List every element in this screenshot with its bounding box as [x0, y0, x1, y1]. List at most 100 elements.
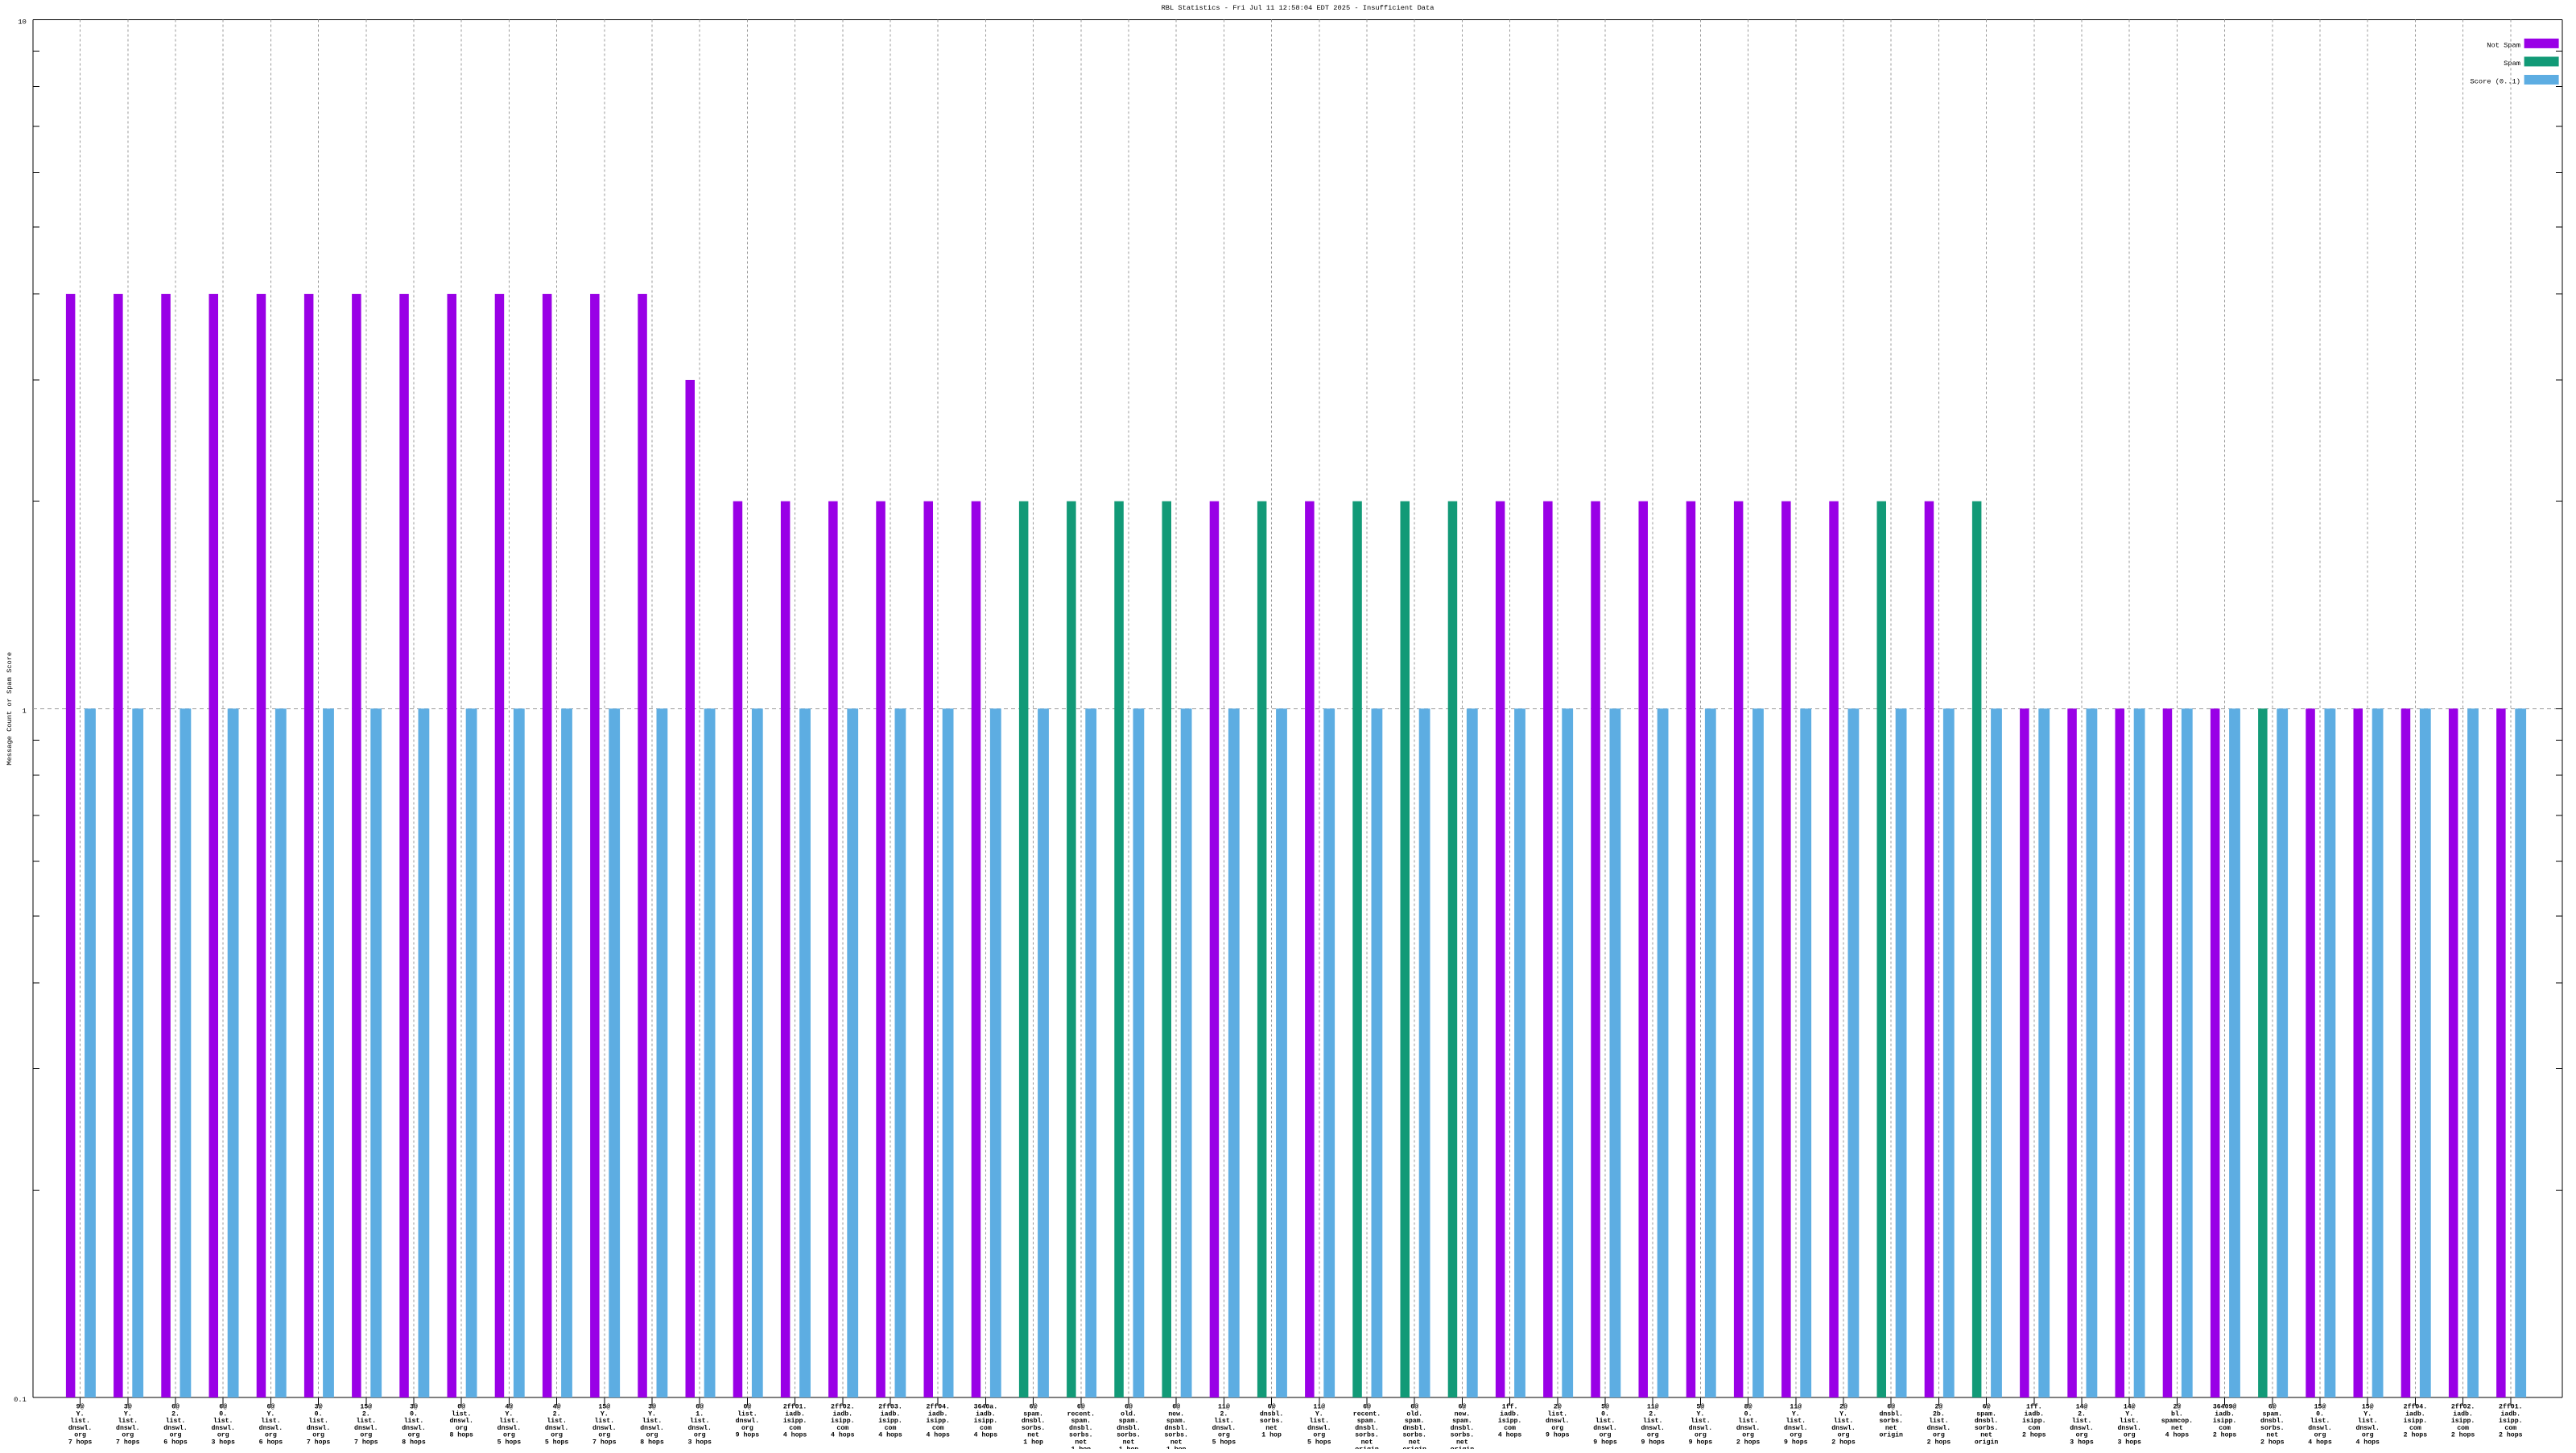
svg-text:spam.: spam.: [1357, 1418, 1377, 1425]
svg-text:Y.: Y.: [1792, 1410, 1800, 1418]
svg-text:com: com: [789, 1425, 801, 1432]
svg-text:org: org: [1218, 1432, 1230, 1439]
svg-text:dnswl.: dnswl.: [640, 1424, 663, 1432]
svg-text:com: com: [2028, 1425, 2040, 1432]
svg-text:dnswl.: dnswl.: [736, 1417, 759, 1425]
svg-text:list.: list.: [1310, 1417, 1330, 1425]
svg-text:org: org: [408, 1432, 420, 1439]
svg-text:spam.: spam.: [1452, 1418, 1472, 1425]
svg-text:org: org: [456, 1425, 468, 1432]
svg-text:list.: list.: [737, 1410, 758, 1418]
svg-text:sorbs.: sorbs.: [2260, 1424, 2284, 1432]
svg-text:dnsbl.: dnsbl.: [1117, 1424, 1140, 1432]
svg-text:Y.: Y.: [601, 1410, 609, 1418]
svg-text:3 hops: 3 hops: [687, 1439, 712, 1447]
svg-text:2 hops: 2 hops: [2213, 1431, 2237, 1439]
svg-text:9 hops: 9 hops: [1641, 1439, 1665, 1447]
svg-text:org: org: [1838, 1432, 1850, 1439]
svg-text:6@: 6@: [2268, 1403, 2277, 1411]
svg-text:list.: list.: [308, 1417, 328, 1425]
svg-text:4 hops: 4 hops: [2308, 1439, 2332, 1447]
svg-text:org: org: [1933, 1432, 1945, 1439]
svg-text:com: com: [2219, 1425, 2231, 1432]
svg-text:dnsbl.: dnsbl.: [1975, 1417, 1998, 1425]
svg-text:new.: new.: [1168, 1410, 1184, 1418]
svg-text:spam.: spam.: [2263, 1410, 2283, 1418]
svg-text:2ff02.: 2ff02.: [2451, 1403, 2475, 1411]
svg-text:sorbs.: sorbs.: [1451, 1431, 1474, 1439]
svg-text:org: org: [1695, 1432, 1707, 1439]
svg-text:9 hops: 9 hops: [1546, 1431, 1570, 1439]
svg-text:sorbs.: sorbs.: [1879, 1417, 1902, 1425]
svg-text:2ff01.: 2ff01.: [2499, 1403, 2522, 1411]
svg-text:8 hops: 8 hops: [449, 1431, 473, 1439]
svg-text:net: net: [1980, 1432, 1992, 1439]
svg-text:dnswl.: dnswl.: [402, 1424, 425, 1432]
svg-text:net: net: [1361, 1439, 1373, 1447]
svg-text:isipp.: isipp.: [2022, 1417, 2046, 1425]
svg-text:dnsbl.: dnsbl.: [1069, 1424, 1092, 1432]
svg-text:dnswl.: dnswl.: [2355, 1424, 2379, 1432]
svg-text:net: net: [1456, 1439, 1468, 1447]
svg-text:3@: 3@: [648, 1403, 656, 1411]
svg-text:2ff01.: 2ff01.: [783, 1403, 807, 1411]
svg-text:isipp.: isipp.: [2451, 1417, 2475, 1425]
svg-text:dnswl.: dnswl.: [2117, 1424, 2140, 1432]
svg-text:4@: 4@: [505, 1403, 513, 1411]
svg-text:6@: 6@: [219, 1403, 227, 1411]
svg-text:2 hops: 2 hops: [2451, 1431, 2475, 1439]
svg-text:isipp.: isipp.: [926, 1417, 949, 1425]
svg-text:6@: 6@: [1077, 1403, 1085, 1411]
svg-text:4 hops: 4 hops: [831, 1431, 855, 1439]
svg-text:iadb.: iadb.: [785, 1410, 805, 1418]
svg-text:3@: 3@: [124, 1403, 132, 1411]
svg-text:2@: 2@: [1934, 1403, 1942, 1411]
svg-text:1: 1: [23, 707, 27, 715]
svg-text:com: com: [1504, 1425, 1516, 1432]
svg-text:Y.: Y.: [124, 1410, 132, 1418]
svg-text:0.1: 0.1: [14, 1396, 27, 1404]
svg-text:2 hops: 2 hops: [2404, 1431, 2428, 1439]
svg-text:sorbs.: sorbs.: [1022, 1424, 1045, 1432]
svg-text:dnswl.: dnswl.: [1641, 1424, 1664, 1432]
svg-text:old.: old.: [1121, 1410, 1137, 1418]
svg-text:9 hops: 9 hops: [736, 1431, 760, 1439]
svg-text:dnswl.: dnswl.: [2308, 1424, 2331, 1432]
svg-text:4 hops: 4 hops: [2355, 1439, 2380, 1447]
svg-text:net: net: [1170, 1439, 1183, 1447]
svg-text:org: org: [122, 1432, 134, 1439]
svg-text:spam.: spam.: [1405, 1418, 1425, 1425]
svg-text:9@: 9@: [76, 1403, 85, 1411]
svg-text:1.: 1.: [696, 1410, 704, 1418]
svg-text:org: org: [265, 1432, 277, 1439]
svg-text:6@: 6@: [1983, 1403, 1991, 1411]
svg-text:15@: 15@: [2314, 1403, 2326, 1411]
svg-text:list.: list.: [2310, 1417, 2330, 1425]
svg-text:list.: list.: [1214, 1417, 1234, 1425]
svg-text:1 hop: 1 hop: [1071, 1445, 1092, 1449]
svg-text:dnsbl.: dnsbl.: [1022, 1417, 1045, 1425]
svg-text:org: org: [1647, 1432, 1659, 1439]
svg-text:list.: list.: [357, 1417, 377, 1425]
svg-text:2.: 2.: [1649, 1410, 1657, 1418]
svg-text:6@: 6@: [266, 1403, 275, 1411]
svg-text:sorbs.: sorbs.: [1164, 1431, 1187, 1439]
svg-text:4 hops: 4 hops: [2165, 1431, 2190, 1439]
svg-text:8 hops: 8 hops: [402, 1439, 426, 1447]
svg-text:Score (0..1): Score (0..1): [2470, 78, 2520, 86]
svg-text:dnsbl.: dnsbl.: [2260, 1417, 2284, 1425]
svg-text:iadb.: iadb.: [833, 1410, 853, 1418]
svg-text:Y.: Y.: [2363, 1410, 2372, 1418]
svg-text:11@: 11@: [1218, 1403, 1230, 1411]
svg-text:sorbs.: sorbs.: [1069, 1431, 1092, 1439]
svg-text:14@: 14@: [2124, 1403, 2136, 1411]
svg-text:5 hops: 5 hops: [1212, 1439, 1236, 1447]
svg-text:1 hop: 1 hop: [1119, 1445, 1139, 1449]
svg-text:11@: 11@: [1647, 1403, 1659, 1411]
svg-text:2b.: 2b.: [1933, 1410, 1945, 1418]
svg-text:iadb.: iadb.: [2405, 1410, 2425, 1418]
svg-text:4 hops: 4 hops: [783, 1431, 807, 1439]
svg-text:0.: 0.: [1601, 1410, 1609, 1418]
svg-text:Y.: Y.: [505, 1410, 513, 1418]
svg-text:org: org: [1742, 1432, 1754, 1439]
